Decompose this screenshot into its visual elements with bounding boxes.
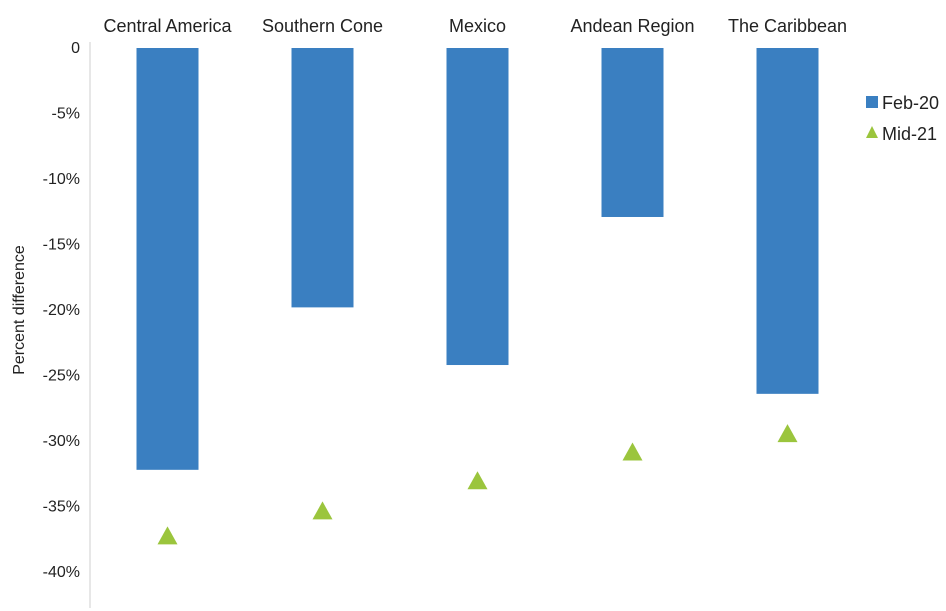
x-category-label: Andean Region bbox=[570, 16, 694, 36]
bar-feb-20 bbox=[291, 48, 354, 308]
legend-label-feb-20: Feb-20 bbox=[882, 93, 939, 113]
y-tick-label: -10% bbox=[43, 171, 80, 188]
bar-feb-20 bbox=[756, 48, 819, 394]
x-category-label: Central America bbox=[103, 16, 232, 36]
markers bbox=[157, 424, 798, 545]
y-axis-title: Percent difference bbox=[11, 245, 28, 375]
y-tick-label: -30% bbox=[43, 433, 80, 450]
x-category-label: Mexico bbox=[449, 16, 506, 36]
marker-mid-21 bbox=[622, 442, 643, 461]
marker-mid-21 bbox=[157, 526, 178, 545]
y-tick-label: -15% bbox=[43, 237, 80, 254]
bar-feb-20 bbox=[601, 48, 664, 217]
y-tick-label: -5% bbox=[52, 106, 80, 123]
y-tick-label: -35% bbox=[43, 499, 80, 516]
legend-label-mid-21: Mid-21 bbox=[882, 124, 937, 144]
bars bbox=[136, 48, 819, 470]
marker-mid-21 bbox=[777, 424, 798, 443]
y-tick-label: -25% bbox=[43, 368, 80, 385]
x-category-label: Southern Cone bbox=[262, 16, 383, 36]
legend-swatch-mid-21 bbox=[866, 126, 878, 138]
marker-mid-21 bbox=[467, 471, 488, 490]
y-tick-label: -40% bbox=[43, 564, 80, 581]
category-labels: Central America Southern Cone Mexico Andean… bbox=[103, 16, 847, 36]
y-tick-label: 0 bbox=[71, 40, 80, 57]
bar-feb-20 bbox=[136, 48, 199, 470]
y-tick-label: -20% bbox=[43, 302, 80, 319]
legend: Feb-20 Mid-21 bbox=[866, 93, 939, 144]
x-category-label: The Caribbean bbox=[728, 16, 847, 36]
marker-mid-21 bbox=[312, 501, 333, 520]
legend-swatch-feb-20 bbox=[866, 96, 878, 108]
bar-feb-20 bbox=[446, 48, 509, 366]
y-axis: 0 -5% -10% -15% -20% -25% -30% -35% -40% bbox=[43, 40, 91, 608]
